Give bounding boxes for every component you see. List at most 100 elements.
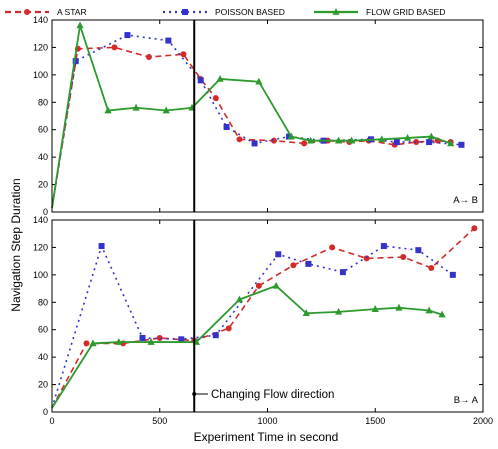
data-point bbox=[147, 338, 155, 345]
y-tick-label: 120 bbox=[33, 42, 48, 52]
data-point bbox=[98, 243, 105, 250]
data-point bbox=[347, 136, 356, 144]
data-point bbox=[458, 141, 465, 148]
legend-marker bbox=[182, 9, 188, 15]
data-point bbox=[393, 139, 400, 146]
legend-label: POISSON BASED bbox=[215, 7, 285, 17]
data-point bbox=[156, 334, 163, 341]
data-point bbox=[305, 260, 312, 267]
data-point bbox=[178, 336, 185, 343]
data-point bbox=[339, 269, 346, 276]
data-point bbox=[216, 74, 224, 82]
legend-marker bbox=[332, 8, 340, 15]
data-point bbox=[415, 247, 422, 254]
data-point bbox=[447, 139, 455, 147]
data-point bbox=[290, 262, 297, 269]
legend-label: A STAR bbox=[57, 7, 87, 17]
x-tick-label: 2000 bbox=[473, 416, 493, 426]
data-point bbox=[403, 133, 412, 141]
series-line-a-star bbox=[51, 227, 475, 409]
data-point bbox=[225, 325, 232, 332]
x-tick-label: 500 bbox=[152, 416, 167, 426]
data-point bbox=[251, 140, 258, 147]
plot-frame bbox=[51, 219, 484, 413]
data-point bbox=[471, 225, 478, 232]
data-point bbox=[425, 306, 433, 314]
y-tick-label: 40 bbox=[38, 352, 48, 362]
x-tick-label: 0 bbox=[49, 416, 54, 426]
y-tick-label: 140 bbox=[33, 215, 48, 225]
data-point bbox=[287, 132, 295, 140]
data-point bbox=[395, 303, 403, 311]
direction-label: B→ A bbox=[454, 395, 479, 406]
y-tick-label: 20 bbox=[38, 180, 48, 190]
data-point bbox=[72, 58, 79, 65]
data-point bbox=[212, 332, 219, 339]
data-point bbox=[115, 338, 123, 345]
data-point bbox=[255, 77, 263, 85]
x-tick-label: 1500 bbox=[365, 416, 385, 426]
data-point bbox=[371, 305, 379, 312]
data-point bbox=[235, 295, 244, 303]
series-line-poisson bbox=[51, 243, 454, 409]
y-tick-label: 60 bbox=[38, 325, 48, 335]
data-point bbox=[307, 136, 315, 144]
y-tick-label: 120 bbox=[33, 242, 48, 252]
data-point bbox=[275, 251, 282, 258]
data-point bbox=[302, 309, 310, 317]
series-line-poisson bbox=[51, 34, 462, 209]
y-tick-label: 100 bbox=[33, 270, 48, 280]
data-point bbox=[400, 254, 407, 261]
legend: A STAR POISSON BASED FLOW GRID BASED bbox=[5, 7, 445, 17]
legend-label: FLOW GRID BASED bbox=[366, 7, 445, 17]
data-point bbox=[212, 95, 219, 102]
y-tick-label: 140 bbox=[33, 15, 48, 25]
data-point bbox=[236, 136, 243, 143]
data-point bbox=[165, 37, 172, 44]
data-point bbox=[335, 136, 343, 144]
data-point bbox=[124, 32, 131, 39]
data-point bbox=[380, 243, 387, 250]
top-panel: 0 20 40 60 80 100 120 140 A→ B bbox=[33, 15, 484, 217]
y-tick-label: 40 bbox=[38, 152, 48, 162]
series-line-flow-grid bbox=[51, 25, 451, 209]
data-point bbox=[272, 281, 280, 289]
data-point bbox=[83, 340, 90, 347]
legend-marker bbox=[24, 9, 30, 15]
y-tick-label: 60 bbox=[38, 125, 48, 135]
x-axis-label: Experiment Time in second bbox=[194, 430, 339, 444]
y-tick-label: 0 bbox=[43, 207, 48, 217]
data-point bbox=[426, 139, 433, 146]
data-point bbox=[438, 310, 446, 318]
y-tick-label: 80 bbox=[38, 297, 48, 307]
y-tick-label: 80 bbox=[38, 97, 48, 107]
data-point bbox=[145, 54, 152, 61]
data-point bbox=[329, 244, 336, 251]
data-point bbox=[180, 51, 187, 58]
data-point bbox=[427, 132, 435, 140]
data-point bbox=[76, 21, 84, 29]
data-point bbox=[301, 140, 308, 147]
data-point bbox=[378, 135, 386, 143]
data-point bbox=[255, 282, 262, 289]
data-point bbox=[89, 339, 97, 347]
y-tick-label: 20 bbox=[38, 380, 48, 390]
y-tick-label: 0 bbox=[43, 407, 48, 417]
data-point bbox=[132, 103, 140, 111]
data-point bbox=[162, 106, 170, 114]
x-tick-label: 1000 bbox=[257, 416, 277, 426]
bottom-panel: 0 20 40 60 80 100 120 140 0 500 1000 1500 2000 B→ A bbox=[33, 215, 493, 426]
data-point bbox=[286, 133, 293, 140]
data-point bbox=[139, 334, 146, 341]
series-line-a-star bbox=[51, 46, 451, 209]
y-axis-label: Navigation Step Duration bbox=[9, 178, 23, 311]
data-point bbox=[428, 265, 435, 271]
data-point bbox=[449, 271, 456, 278]
data-point bbox=[335, 307, 343, 315]
data-point bbox=[111, 44, 118, 51]
vline-annotation: Changing Flow direction bbox=[211, 389, 334, 401]
annotations: Navigation Step Duration Experiment Time… bbox=[9, 178, 338, 444]
y-tick-label: 100 bbox=[33, 70, 48, 80]
data-point bbox=[197, 77, 204, 84]
